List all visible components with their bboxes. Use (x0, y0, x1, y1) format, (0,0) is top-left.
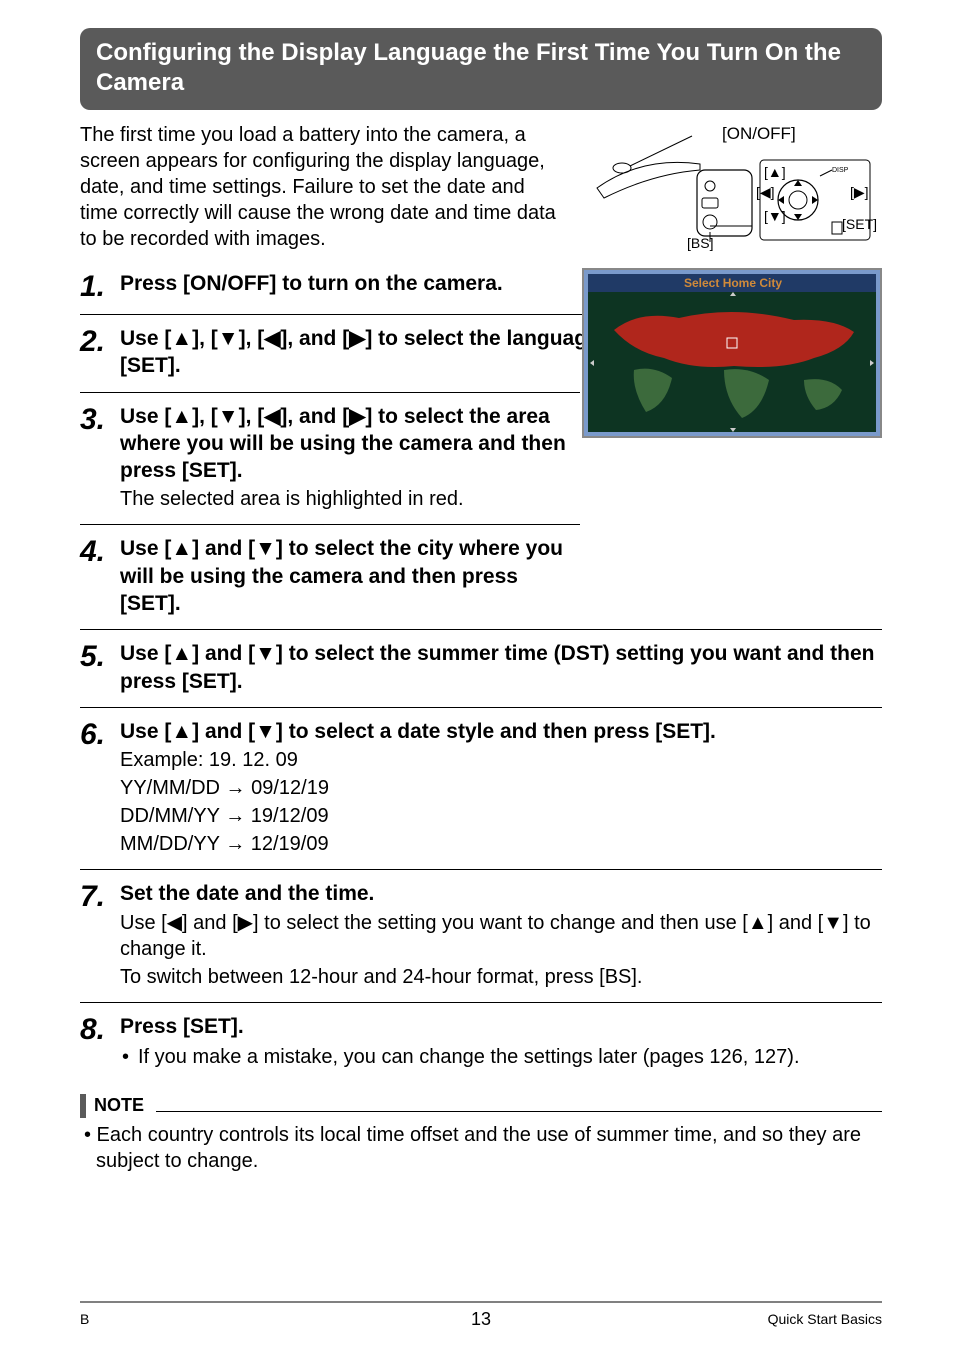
camera-diagram: DISP [BS] [ON/OFF] [▲] [◀] [▼] [▶] [SET] (582, 122, 882, 252)
map-title: Select Home City (684, 276, 782, 290)
step-number: 1. (80, 270, 120, 302)
step-line: MM/DD/YY → 12/19/09 (120, 831, 882, 857)
set-label: [SET] (842, 216, 877, 232)
step-instruction: Use [▲] and [▼] to select the summer tim… (120, 640, 882, 695)
home-city-screen: Select Home City (582, 268, 882, 438)
note-label: NOTE (94, 1095, 144, 1116)
up-arrow-label: [▲] (764, 164, 786, 180)
intro-paragraph: The first time you load a battery into t… (80, 122, 568, 252)
step-note: The selected area is highlighted in red. (120, 486, 580, 512)
step-number: 8. (80, 1013, 120, 1045)
step-4: 4. Use [▲] and [▼] to select the city wh… (80, 524, 580, 629)
step-number: 7. (80, 880, 120, 912)
left-arrow-label: [◀] (756, 184, 775, 201)
step-bullet: If you make a mistake, you can change th… (120, 1044, 882, 1070)
step-instruction: Set the date and the time. (120, 880, 882, 907)
step-line: To switch between 12-hour and 24-hour fo… (120, 964, 882, 990)
step-line: Use [◀] and [▶] to select the setting yo… (120, 910, 882, 962)
footer-right: Quick Start Basics (768, 1311, 882, 1327)
footer-page-number: 13 (471, 1309, 491, 1330)
bs-label: [BS] (687, 235, 713, 251)
step-number: 6. (80, 718, 120, 750)
step-instruction: Use [▲], [▼], [◀], and [▶] to select the… (120, 403, 580, 485)
note-marker (80, 1094, 86, 1118)
disp-label: DISP (832, 167, 849, 174)
note-text: • Each country controls its local time o… (80, 1122, 882, 1174)
note-rule (156, 1100, 882, 1112)
step-number: 2. (80, 325, 120, 357)
step-instruction: Use [▲] and [▼] to select the city where… (120, 535, 580, 617)
note-block: NOTE • Each country controls its local t… (80, 1094, 882, 1174)
step-8: 8. Press [SET]. If you make a mistake, y… (80, 1002, 882, 1082)
step-number: 4. (80, 535, 120, 567)
step-5: 5. Use [▲] and [▼] to select the summer … (80, 629, 882, 707)
step-line: Example: 19. 12. 09 (120, 747, 882, 773)
right-arrow-label: [▶] (850, 184, 869, 201)
step-line: YY/MM/DD → 09/12/19 (120, 775, 882, 801)
step-number: 5. (80, 640, 120, 672)
down-arrow-label: [▼] (764, 208, 786, 224)
step-7: 7. Set the date and the time. Use [◀] an… (80, 869, 882, 1001)
step-3: 3. Use [▲], [▼], [◀], and [▶] to select … (80, 392, 580, 525)
section-heading: Configuring the Display Language the Fir… (80, 28, 882, 110)
step-6: 6. Use [▲] and [▼] to select a date styl… (80, 707, 882, 869)
step-instruction: Press [SET]. (120, 1013, 882, 1040)
step-line: DD/MM/YY → 19/12/09 (120, 803, 882, 829)
footer-left: B (80, 1311, 89, 1327)
page-footer: B 13 Quick Start Basics (80, 1301, 882, 1327)
step-instruction: Use [▲] and [▼] to select a date style a… (120, 718, 882, 745)
onoff-label: [ON/OFF] (722, 124, 796, 144)
step-number: 3. (80, 403, 120, 435)
